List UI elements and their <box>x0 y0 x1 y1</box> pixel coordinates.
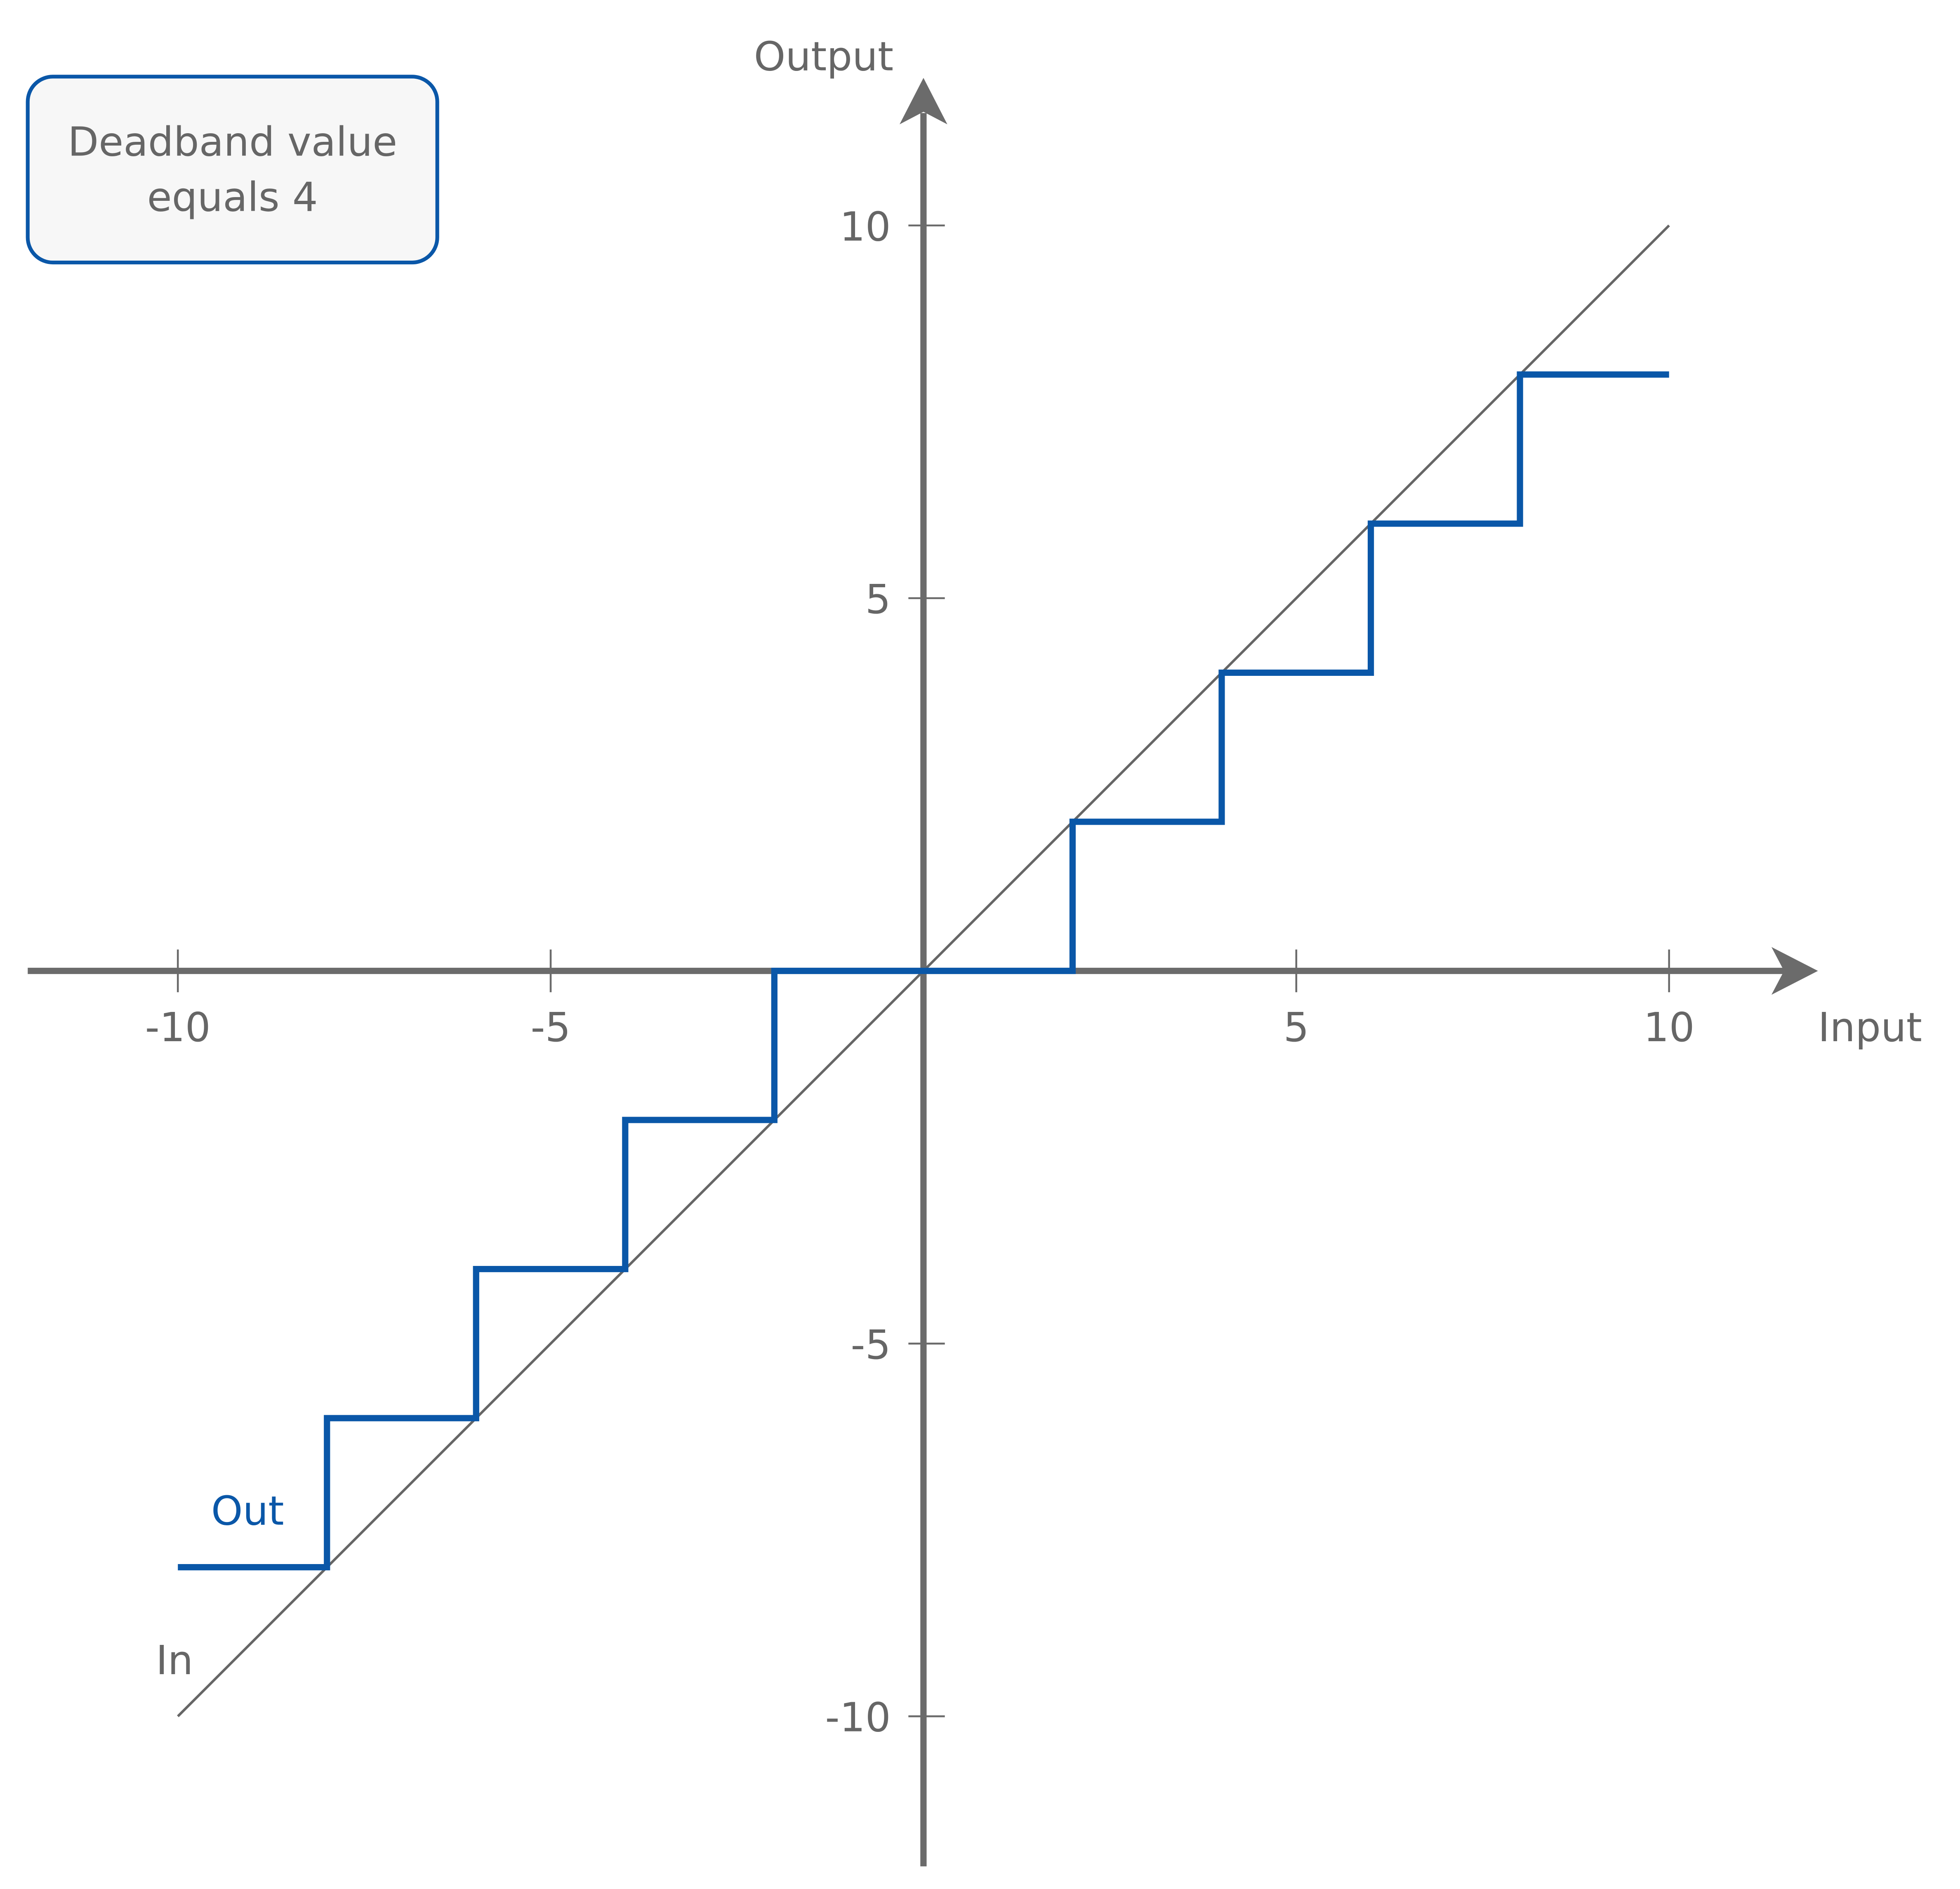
ticks: -10 -5 5 10 10 5 -5 -10 <box>145 203 1695 1741</box>
x-tick-label: 10 <box>1644 1004 1695 1051</box>
y-tick-label: -10 <box>825 1694 891 1741</box>
annotation-line-2: equals 4 <box>147 174 318 221</box>
x-tick-label: 5 <box>1284 1004 1309 1051</box>
x-axis-arrow-icon <box>1771 947 1818 995</box>
x-tick-label: -5 <box>530 1004 570 1051</box>
y-tick-label: 5 <box>865 576 891 623</box>
series-line-out <box>178 371 1669 1571</box>
x-tick-label: -10 <box>145 1004 211 1051</box>
x-axis-label: Input <box>1818 1004 1922 1051</box>
y-tick-label: 10 <box>840 203 891 250</box>
series-label-in: In <box>156 1637 193 1684</box>
y-tick-label: -5 <box>851 1322 891 1368</box>
annotation-box-border <box>26 75 439 265</box>
series <box>177 224 1670 1717</box>
y-axis-arrow-icon <box>900 78 947 125</box>
series-label-out: Out <box>211 1488 284 1534</box>
annotation-line-1: Deadband value <box>68 119 397 165</box>
y-axis-label: Output <box>754 33 894 80</box>
annotation-box: Deadband value equals 4 <box>26 75 439 265</box>
